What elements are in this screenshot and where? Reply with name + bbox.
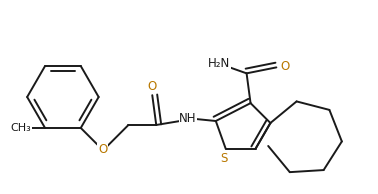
Text: S: S — [220, 152, 228, 165]
Text: H₂N: H₂N — [208, 57, 230, 70]
Text: CH₃: CH₃ — [11, 123, 32, 133]
Text: O: O — [148, 80, 157, 93]
Text: O: O — [281, 60, 290, 73]
Text: O: O — [98, 143, 107, 156]
Text: NH: NH — [179, 112, 197, 125]
